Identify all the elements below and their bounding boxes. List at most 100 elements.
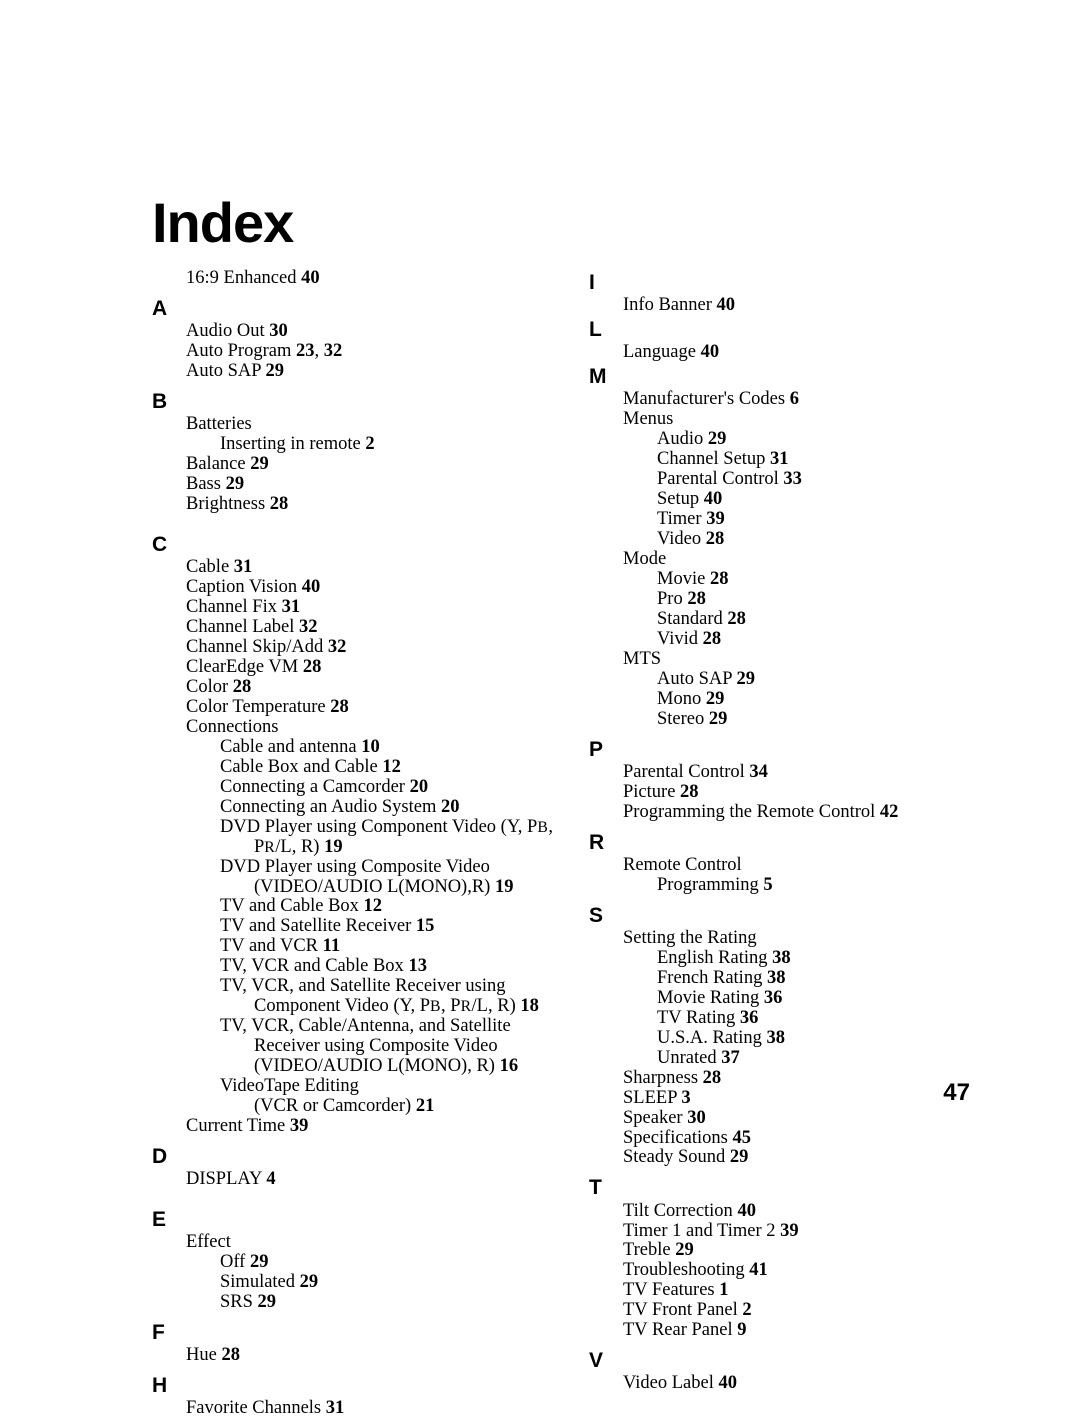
index-entry: Connecting an Audio System 20 (220, 798, 563, 818)
entries-block: BatteriesInserting in remote 2Balance 29… (186, 415, 563, 525)
index-entry: Channel Label 32 (186, 618, 563, 638)
entries-block: Cable 31Caption Vision 40Channel Fix 31C… (186, 558, 563, 1137)
index-entry: Brightness 28 (186, 495, 563, 515)
index-entry: Language 40 (623, 343, 1000, 363)
index-columns: 16:9 Enhanced 40 AAudio Out 30Auto Progra… (152, 269, 1000, 1419)
index-entry: Audio Out 30 (186, 322, 563, 342)
index-entry: Parental Control 34 (623, 763, 1000, 783)
index-entry: Standard 28 (657, 610, 1000, 630)
index-entry: Unrated 37 (657, 1049, 1000, 1069)
index-entry: Setting the Rating (623, 929, 1000, 949)
index-entry: Parental Control 33 (657, 470, 1000, 490)
page-number: 47 (943, 1079, 970, 1107)
index-entry: Mode (623, 550, 1000, 570)
index-entry: Caption Vision 40 (186, 578, 563, 598)
index-entry: TV Rating 36 (657, 1009, 1000, 1029)
index-entry: Treble 29 (623, 1241, 1000, 1261)
index-entry: Troubleshooting 41 (623, 1261, 1000, 1281)
index-entry: Channel Skip/Add 32 (186, 638, 563, 658)
index-entry: Audio 29 (657, 430, 1000, 450)
index-entry: DVD Player using Composite Video (VIDEO/… (186, 858, 563, 898)
index-entry: Timer 39 (657, 510, 1000, 530)
index-entry: Current Time 39 (186, 1117, 563, 1137)
index-entry: TV Front Panel 2 (623, 1301, 1000, 1321)
entries-block: Manufacturer's Codes 6MenusAudio 29Chann… (623, 390, 1000, 729)
index-entry: TV Features 1 (623, 1281, 1000, 1301)
index-letter: H (152, 1374, 563, 1397)
entries-block: Tilt Correction 40Timer 1 and Timer 2 39… (623, 1202, 1000, 1342)
right-column: IInfo Banner 40LLanguage 40MManufacturer… (589, 269, 1000, 1419)
index-letter: I (589, 271, 1000, 294)
entries-block: Video Label 40 (623, 1374, 1000, 1394)
index-entry: Setup 40 (657, 490, 1000, 510)
index-entry: ClearEdge VM 28 (186, 658, 563, 678)
index-entry: Movie Rating 36 (657, 989, 1000, 1009)
index-entry: French Rating 38 (657, 969, 1000, 989)
index-letter: D (152, 1145, 563, 1168)
index-entry: Info Banner 40 (623, 296, 1000, 316)
index-entry: SRS 29 (220, 1293, 563, 1313)
index-entry: TV, VCR, and Satellite Receiver using Co… (186, 977, 563, 1017)
index-entry: TV and VCR 11 (220, 937, 563, 957)
index-entry: Bass 29 (186, 475, 563, 495)
index-entry: Connections (186, 718, 563, 738)
index-page: Index 16:9 Enhanced 40AAudio Out 30Auto … (0, 0, 1080, 1419)
entries-block: 16:9 Enhanced 40 (186, 269, 563, 289)
index-entry: TV, VCR, Cable/Antenna, and Satellite Re… (186, 1017, 563, 1077)
index-entry: Favorite Channels 31 (186, 1399, 563, 1419)
page-title: Index (152, 195, 1000, 251)
index-letter: T (589, 1176, 1000, 1199)
index-entry: Video 28 (657, 530, 1000, 550)
index-entry: Pro 28 (657, 590, 1000, 610)
index-entry: Stereo 29 (657, 710, 1000, 730)
index-entry: Picture 28 (623, 783, 1000, 803)
index-entry: MTS (623, 650, 1000, 670)
index-entry: Tilt Correction 40 (623, 1202, 1000, 1222)
index-entry: Channel Setup 31 (657, 450, 1000, 470)
index-entry: Menus (623, 410, 1000, 430)
index-entry: Simulated 29 (220, 1273, 563, 1293)
index-entry: Auto Program 23, 32 (186, 342, 563, 362)
index-entry: Balance 29 (186, 455, 563, 475)
index-entry: Auto SAP 29 (657, 670, 1000, 690)
index-entry: Vivid 28 (657, 630, 1000, 650)
entries-block: Audio Out 30Auto Program 23, 32Auto SAP … (186, 322, 563, 382)
index-entry: TV and Cable Box 12 (220, 897, 563, 917)
entries-block: Favorite Channels 31 (186, 1399, 563, 1419)
index-entry: Channel Fix 31 (186, 598, 563, 618)
index-entry: TV and Satellite Receiver 15 (220, 917, 563, 937)
index-entry: Programming the Remote Control 42 (623, 803, 1000, 823)
index-letter: S (589, 904, 1000, 927)
entries-block: Remote ControlProgramming 5 (623, 856, 1000, 896)
entries-block: EffectOff 29Simulated 29SRS 29 (186, 1233, 563, 1313)
index-entry: Cable Box and Cable 12 (220, 758, 563, 778)
index-entry: Color Temperature 28 (186, 698, 563, 718)
index-entry: 16:9 Enhanced 40 (186, 269, 563, 289)
index-entry: Timer 1 and Timer 2 39 (623, 1222, 1000, 1242)
index-entry: Programming 5 (657, 876, 1000, 896)
index-entry: Mono 29 (657, 690, 1000, 710)
entries-block: Language 40 (623, 343, 1000, 363)
entries-block: Info Banner 40 (623, 296, 1000, 316)
index-entry: Remote Control (623, 856, 1000, 876)
index-letter: A (152, 297, 563, 320)
index-letter: E (152, 1208, 563, 1231)
index-entry: TV Rear Panel 9 (623, 1321, 1000, 1341)
index-entry: Auto SAP 29 (186, 362, 563, 382)
index-entry: English Rating 38 (657, 949, 1000, 969)
index-entry: Steady Sound 29 (623, 1148, 1000, 1168)
index-entry: Off 29 (220, 1253, 563, 1273)
index-entry: (VCR or Camcorder) 21 (254, 1097, 563, 1117)
index-entry: Color 28 (186, 678, 563, 698)
index-entry: Batteries (186, 415, 563, 435)
entries-block: DISPLAY 4 (186, 1170, 563, 1200)
index-entry: Manufacturer's Codes 6 (623, 390, 1000, 410)
index-entry: DVD Player using Component Video (Y, PB,… (186, 818, 563, 858)
index-entry: Video Label 40 (623, 1374, 1000, 1394)
index-entry: Cable and antenna 10 (220, 738, 563, 758)
left-column: 16:9 Enhanced 40 AAudio Out 30Auto Progra… (152, 269, 563, 1419)
entries-block: Setting the RatingEnglish Rating 38Frenc… (623, 929, 1000, 1169)
index-letter: F (152, 1321, 563, 1344)
index-entry: Connecting a Camcorder 20 (220, 778, 563, 798)
index-entry: Speaker 30 (623, 1109, 1000, 1129)
